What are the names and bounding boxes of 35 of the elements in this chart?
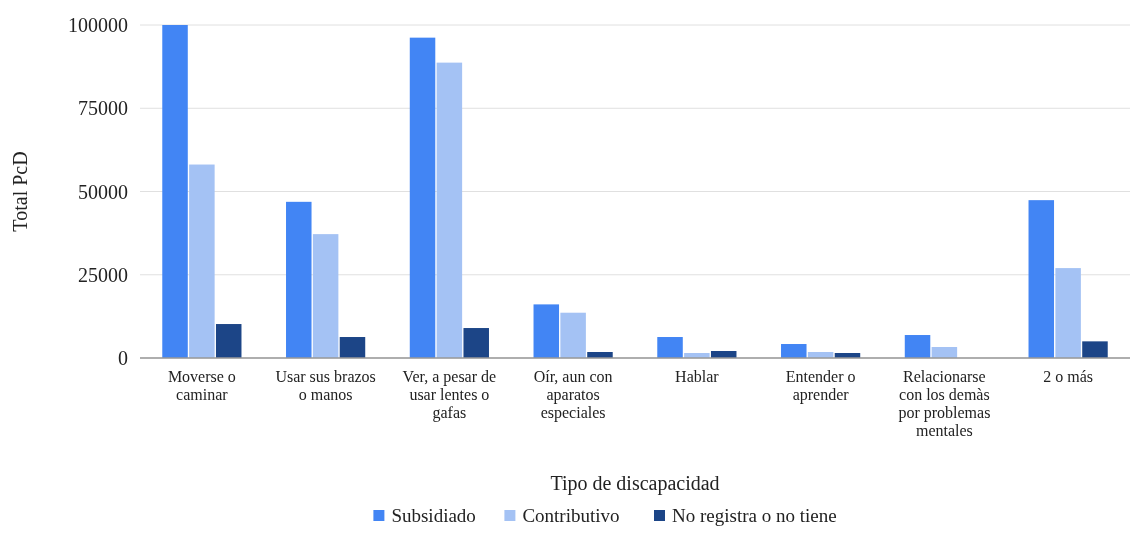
y-tick-label: 25000 [78, 263, 128, 286]
x-tick-label: Entender o aprender [785, 368, 856, 404]
x-tick-label: Oír, aun con aparatos especiales [533, 368, 613, 422]
bar [436, 62, 463, 358]
bar [312, 234, 339, 358]
bar [560, 312, 586, 358]
legend-label: Contributivo [522, 505, 620, 526]
bar [1028, 200, 1055, 358]
legend-label: Subsidiado [391, 505, 476, 526]
bar [339, 337, 366, 358]
bar [162, 25, 188, 358]
x-tick-label: 2 o más [1043, 368, 1094, 385]
y-tick-label: 100000 [68, 14, 128, 36]
x-tick-label: Relacionarse con los demàs por problemas mentales [898, 368, 991, 439]
bar [1082, 341, 1108, 358]
x-tick-label: Usar sus brazos o manos [275, 368, 376, 403]
x-axis-title: Tipo de discapacidad [550, 472, 720, 495]
bar [286, 201, 312, 358]
bar [215, 324, 242, 358]
bar [781, 344, 807, 358]
bar [1055, 268, 1081, 358]
bar [463, 328, 489, 358]
bar [904, 335, 931, 358]
bar [409, 37, 436, 358]
x-tick-label: Moverse o caminar [167, 368, 236, 403]
y-axis-title: Total PcD [9, 151, 31, 232]
x-tick-label: Ver, a pesar de usar lentes o gafas [402, 368, 497, 422]
bar [533, 304, 560, 358]
y-tick-label: 50000 [78, 180, 128, 203]
bar [657, 337, 683, 358]
legend-label: No registra o no tiene [672, 505, 837, 526]
bar [189, 164, 215, 358]
y-tick-label: 0 [118, 347, 128, 369]
y-tick-label: 75000 [78, 97, 128, 120]
x-tick-label: Hablar [675, 368, 720, 385]
